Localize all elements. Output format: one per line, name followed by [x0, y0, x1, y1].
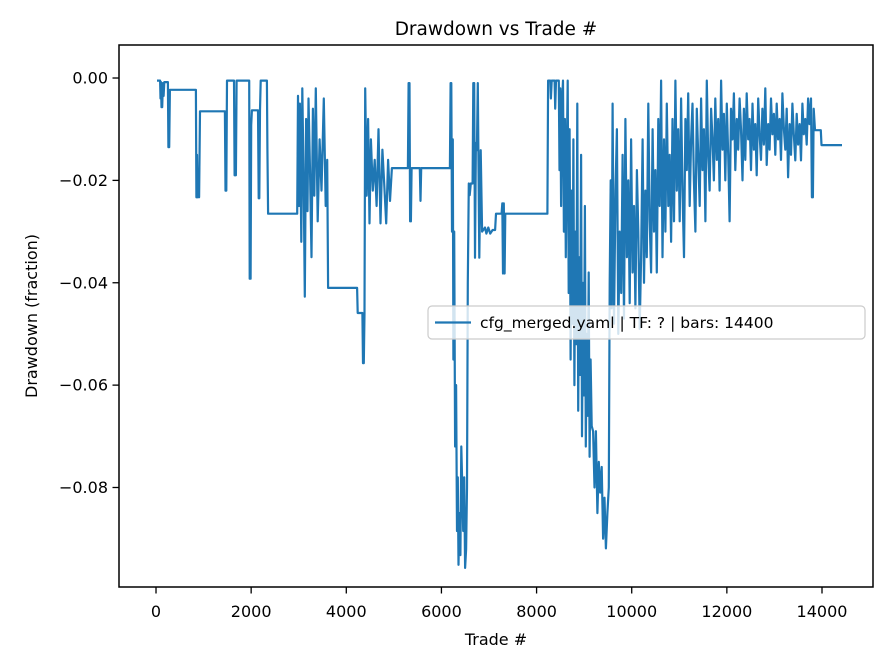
legend-label: cfg_merged.yaml | TF: ? | bars: 14400: [480, 314, 773, 333]
x-tick-label: 2000: [231, 602, 272, 621]
legend-frame: [427, 305, 866, 340]
x-tick-label: 10000: [606, 602, 657, 621]
y-tick-label: 0.00: [72, 69, 108, 88]
x-tick-label: 14000: [797, 602, 848, 621]
y-tick-label: −0.06: [59, 376, 108, 395]
y-axis-label: Drawdown (fraction): [22, 234, 41, 398]
y-tick-label: −0.04: [59, 273, 108, 292]
y-axis-ticks: 0.00 −0.02 −0.04 −0.06 −0.08: [59, 69, 119, 497]
chart-title: Drawdown vs Trade #: [395, 19, 598, 40]
x-tick-label: 4000: [326, 602, 367, 621]
x-tick-label: 6000: [421, 602, 462, 621]
x-tick-label: 8000: [516, 602, 557, 621]
y-tick-label: −0.02: [59, 171, 108, 190]
legend: cfg_merged.yaml | TF: ? | bars: 14400: [427, 305, 866, 340]
x-axis-label: Trade #: [464, 630, 527, 649]
x-tick-label: 12000: [701, 602, 752, 621]
x-axis-ticks: 0 2000 4000 6000 8000 10000 12000 14000: [151, 587, 848, 621]
y-tick-label: −0.08: [59, 478, 108, 497]
axes-frame: [118, 44, 874, 588]
x-tick-label: 0: [151, 602, 161, 621]
